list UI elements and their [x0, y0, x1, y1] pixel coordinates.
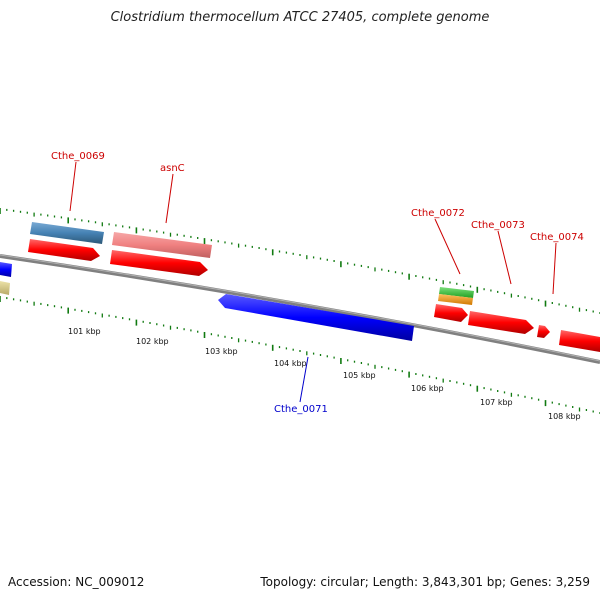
- cds-forward-arrow[interactable]: [559, 330, 600, 352]
- gene-cthe-0072-orange-bar[interactable]: [438, 294, 473, 305]
- scale-label: 105 kbp: [343, 371, 376, 380]
- gene-cthe-0071-arrow[interactable]: [218, 294, 414, 341]
- leader-cthe-0071: [299, 356, 309, 403]
- gene-asnc-bar[interactable]: [112, 232, 212, 258]
- leader-asnc: [165, 173, 174, 224]
- scale-label: 102 kbp: [136, 337, 169, 346]
- gene-label-cthe-0073[interactable]: Cthe_0073: [471, 220, 525, 231]
- leader-cthe-0072: [434, 218, 461, 275]
- cds-forward-arrow[interactable]: [434, 304, 468, 322]
- cds-forward-arrow[interactable]: [28, 239, 100, 261]
- scale-label: 104 kbp: [274, 359, 307, 368]
- scale-label: 101 kbp: [68, 327, 101, 336]
- scale-label: 103 kbp: [205, 347, 238, 356]
- leader-cthe-0073: [497, 230, 512, 285]
- gene-cthe-0072-green-bar[interactable]: [439, 287, 474, 298]
- outer-tick-row: [0, 208, 600, 314]
- genome-summary-text: Topology: circular; Length: 3,843,301 bp…: [260, 575, 590, 589]
- scale-label: 106 kbp: [411, 384, 444, 393]
- gene-label-cthe-0069[interactable]: Cthe_0069: [51, 151, 105, 162]
- genome-backbone-highlight: [0, 254, 600, 362]
- gene-khaki[interactable]: [0, 281, 10, 295]
- genome-backbone: [0, 254, 600, 364]
- cds-forward-arrow[interactable]: [537, 325, 550, 338]
- map-title: Clostridium thermocellum ATCC 27405, com…: [110, 10, 490, 25]
- gene-label-asnc[interactable]: asnC: [160, 163, 185, 174]
- gene-label-cthe-0072[interactable]: Cthe_0072: [411, 208, 465, 219]
- cds-forward-arrow[interactable]: [468, 311, 534, 334]
- cds-reverse-blue[interactable]: [0, 262, 12, 277]
- gene-cthe-0069-bar[interactable]: [30, 222, 104, 244]
- scale-label: 108 kbp: [548, 412, 581, 421]
- cds-forward-arrow[interactable]: [110, 250, 208, 276]
- gene-label-cthe-0071[interactable]: Cthe_0071: [274, 404, 328, 415]
- inner-tick-row: [0, 296, 600, 414]
- gene-label-cthe-0074[interactable]: Cthe_0074: [530, 232, 584, 243]
- leader-cthe-0074: [552, 242, 557, 295]
- leader-cthe-0069: [69, 161, 77, 212]
- accession-text: Accession: NC_009012: [8, 575, 145, 589]
- scale-label: 107 kbp: [480, 398, 513, 407]
